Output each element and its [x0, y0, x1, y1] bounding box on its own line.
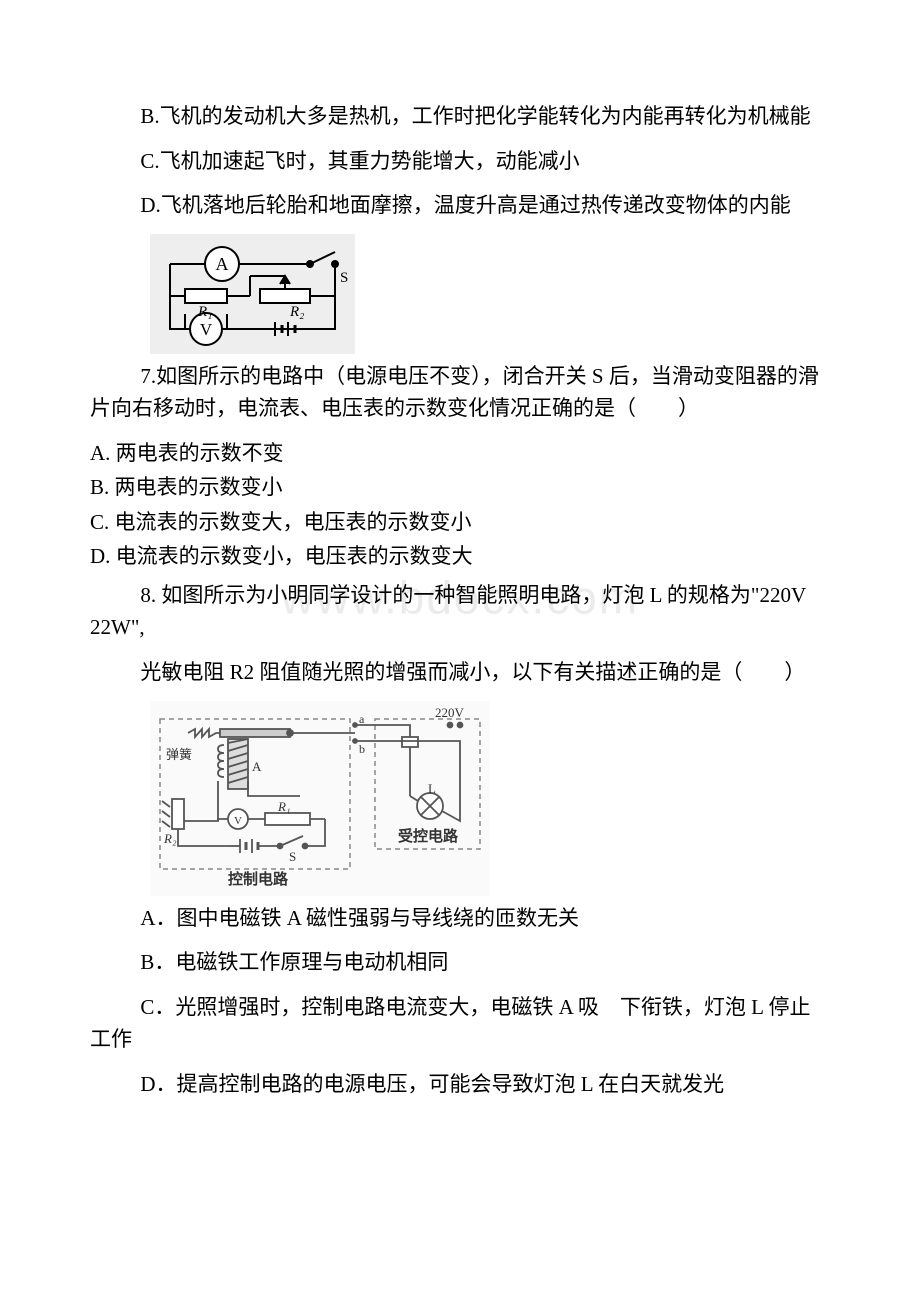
contact-a: a — [359, 712, 365, 726]
voltmeter-label: V — [200, 320, 213, 339]
r1-label-q8: R₁ — [277, 799, 290, 814]
q7-circuit-diagram: A V R₁ R₂ S — [150, 234, 830, 354]
q7-option-d: D. 电流表的示数变小，电压表的示数变大 — [90, 540, 830, 573]
control-circuit-label: 控制电路 — [228, 870, 289, 888]
r1-label: R₁ — [197, 304, 212, 320]
q8-option-a: A．图中电磁铁 A 磁性强弱与导线绕的匝数无关 — [90, 902, 830, 935]
contact-b: b — [359, 742, 365, 756]
voltage-label: 220V — [435, 705, 465, 720]
q8-option-b: B．电磁铁工作原理与电动机相同 — [90, 946, 830, 979]
em-a-label: A — [252, 759, 262, 774]
lamp-label: L — [428, 781, 436, 796]
q8-option-c: C．光照增强时，控制电路电流变大，电磁铁 A 吸 下衔铁，灯泡 L 停止工作 — [90, 991, 830, 1056]
q8-option-d: D．提高控制电路的电源电压，可能会导致灯泡 L 在白天就发光 — [90, 1068, 830, 1101]
ammeter-label: A — [216, 254, 229, 274]
q7-option-a: A. 两电表的示数不变 — [90, 437, 830, 470]
q7-option-c: C. 电流表的示数变大，电压表的示数变小 — [90, 506, 830, 539]
q6-option-b: B.飞机的发动机大多是热机，工作时把化学能转化为内能再转化为机械能 — [90, 100, 830, 133]
q6-option-d: D.飞机落地后轮胎和地面摩擦，温度升高是通过热传递改变物体的内能 — [90, 189, 830, 222]
controlled-circuit-label: 受控电路 — [398, 827, 459, 845]
q8-stem-line1: 8. 如图所示为小明同学设计的一种智能照明电路，灯泡 L 的规格为"220V 2… — [90, 579, 830, 644]
svg-text:V: V — [234, 815, 242, 827]
r2-label: R₂ — [289, 304, 304, 320]
switch-label: S — [340, 270, 348, 286]
q8-stem-line2: 光敏电阻 R2 阻值随光照的增强而减小，以下有关描述正确的是（ ） — [90, 656, 830, 689]
q8-circuit-diagram: 220V a b L A 弹簧 R₁ R₂ S 控制电路 受控电路 V — [150, 701, 830, 896]
spring-label: 弹簧 — [166, 747, 192, 762]
q7-option-b: B. 两电表的示数变小 — [90, 471, 830, 504]
q6-option-c: C.飞机加速起飞时，其重力势能增大，动能减小 — [90, 145, 830, 178]
switch-s-q8: S — [289, 849, 296, 864]
r2-label-q8: R₂ — [163, 831, 177, 846]
q7-stem: 7.如图所示的电路中（电源电压不变），闭合开关 S 后，当滑动变阻器的滑片向右移… — [90, 360, 830, 425]
